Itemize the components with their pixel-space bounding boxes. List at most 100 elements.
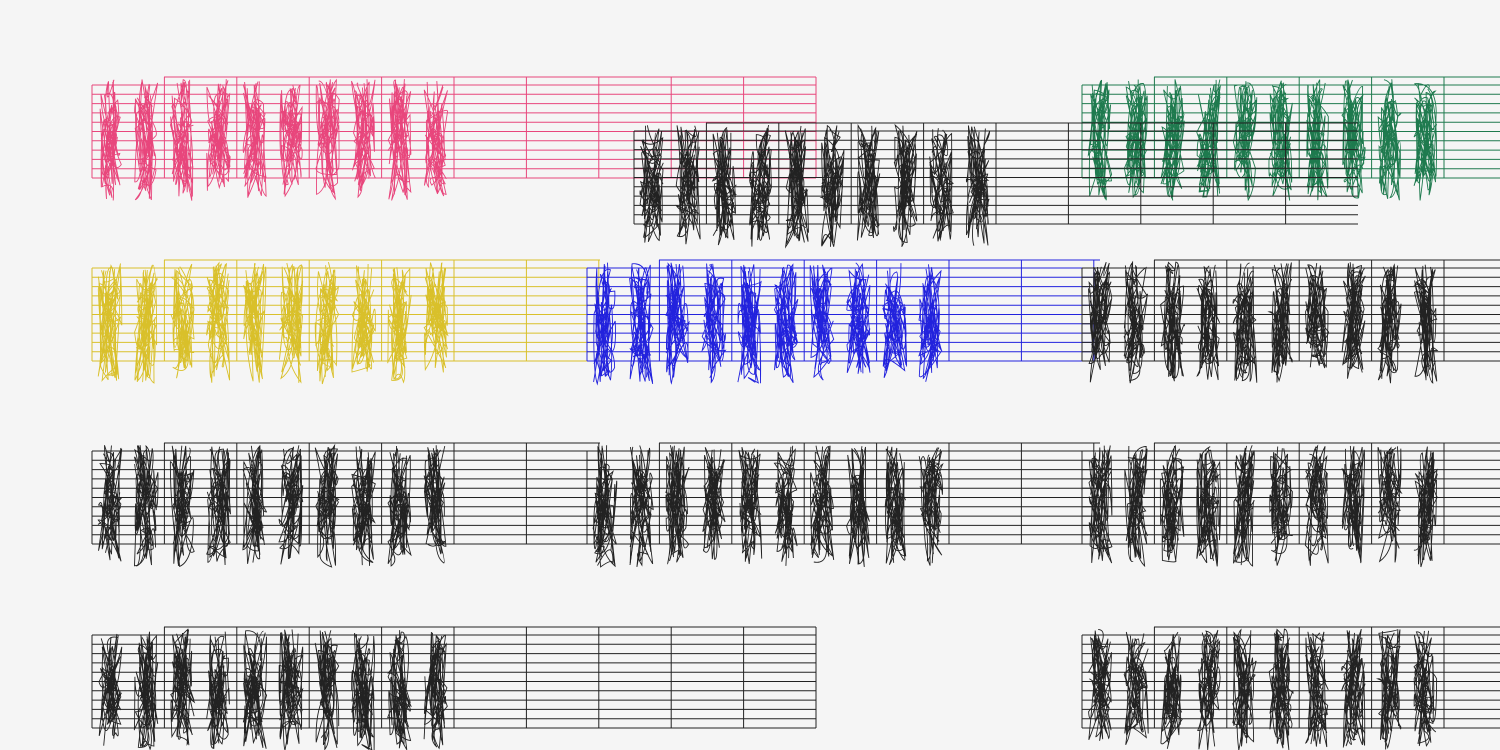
scribble <box>351 452 376 566</box>
scribble <box>629 263 654 385</box>
scribble <box>1196 452 1220 567</box>
scribble <box>134 265 158 384</box>
scribble <box>1160 261 1185 379</box>
scribble <box>208 80 231 190</box>
scribble <box>100 80 122 200</box>
scribble <box>882 270 907 372</box>
scribble <box>387 635 411 737</box>
scribble <box>1196 265 1221 377</box>
scribble <box>387 635 411 749</box>
sketch-panel <box>91 442 600 568</box>
scribble <box>352 446 376 566</box>
scribble <box>243 630 264 747</box>
scribble <box>784 128 809 249</box>
scribble <box>918 264 942 380</box>
scribble <box>1233 445 1255 562</box>
scribble <box>1341 451 1365 564</box>
scribble <box>1342 262 1366 370</box>
scribble <box>740 264 762 380</box>
scribble <box>1159 448 1185 557</box>
scribble <box>134 83 157 199</box>
scribble <box>810 446 833 559</box>
scribble <box>1414 84 1438 184</box>
scribble <box>423 635 447 750</box>
scribble <box>823 125 845 247</box>
sketch-panel <box>91 259 600 385</box>
scribble <box>242 445 265 551</box>
scribble <box>1269 448 1293 566</box>
scribble <box>965 126 991 236</box>
scribble <box>819 124 844 248</box>
scribble <box>1270 446 1292 541</box>
scribble <box>784 125 808 241</box>
scribble <box>639 125 664 242</box>
sketch-panel <box>586 259 1100 386</box>
scribble <box>316 262 340 377</box>
scribble <box>97 448 123 559</box>
scribble <box>1305 631 1329 741</box>
scribble <box>846 262 871 373</box>
scribble <box>703 263 724 371</box>
scribble <box>1268 85 1293 201</box>
scribble <box>1125 635 1149 746</box>
scribble <box>846 447 867 565</box>
scribble <box>423 262 449 372</box>
scribble <box>629 265 654 382</box>
scribble <box>351 634 375 747</box>
scribble <box>430 631 448 748</box>
scribble <box>244 632 267 749</box>
scribble <box>893 125 918 243</box>
scribble <box>1088 629 1112 740</box>
scribble <box>97 263 122 381</box>
scribble <box>629 447 654 566</box>
scribble <box>387 83 409 200</box>
scribble <box>206 263 231 381</box>
scribble <box>1164 267 1182 382</box>
scribble <box>98 636 122 737</box>
scribble <box>423 81 448 186</box>
scribble <box>315 448 340 549</box>
scribble <box>206 446 231 559</box>
scribble <box>280 448 304 559</box>
scribble <box>1272 638 1291 749</box>
scribble <box>100 637 123 737</box>
scribble <box>1341 628 1365 746</box>
scribble <box>1413 83 1437 196</box>
scribble <box>665 446 690 563</box>
scribble <box>739 452 762 564</box>
scribble <box>775 445 798 566</box>
scribble <box>932 129 953 242</box>
scribble <box>885 453 907 566</box>
sketch-panel <box>1081 259 1500 384</box>
scribble <box>737 267 762 384</box>
scribble <box>593 453 614 563</box>
scribble <box>1091 266 1113 367</box>
scribble <box>209 635 229 740</box>
scribble <box>1160 637 1183 745</box>
scribble <box>1092 445 1113 561</box>
scribble <box>593 263 616 383</box>
scribble <box>244 81 266 196</box>
scribble <box>665 264 688 376</box>
scribble <box>1088 261 1110 370</box>
scribble <box>774 263 798 370</box>
scribble <box>1414 451 1438 561</box>
scribble <box>1377 79 1401 196</box>
scribble <box>171 445 195 545</box>
scribble <box>1377 446 1403 563</box>
scribble <box>387 452 412 565</box>
scribble <box>1088 630 1112 731</box>
sketch-panel <box>1081 626 1500 750</box>
sketch-panel <box>1081 442 1500 568</box>
scribble <box>1125 446 1147 568</box>
scribble <box>1232 634 1257 744</box>
scribble <box>1269 83 1291 197</box>
scribble <box>1342 630 1366 748</box>
scribble <box>702 449 726 542</box>
scribble <box>1413 631 1435 747</box>
scribble <box>1160 87 1185 199</box>
scribble <box>1233 450 1255 567</box>
scribble <box>749 127 771 247</box>
